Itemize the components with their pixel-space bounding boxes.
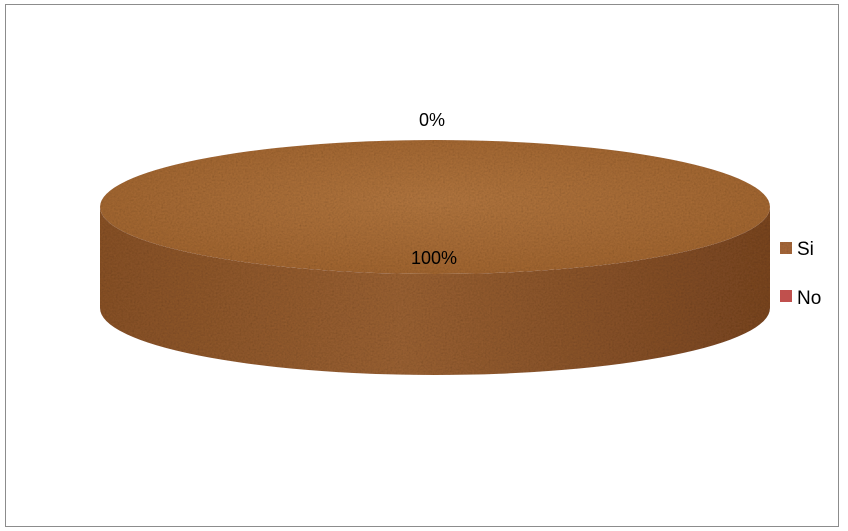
pie-slice-side-si: [100, 207, 770, 375]
legend: Si No: [780, 239, 821, 309]
legend-swatch-si: [780, 242, 792, 254]
legend-item-si: Si: [780, 239, 814, 260]
pie-slices: [100, 140, 770, 375]
legend-label-no: No: [797, 288, 821, 309]
data-label-si: 100%: [411, 248, 457, 268]
legend-label-si: Si: [797, 239, 814, 260]
data-label-no: 0%: [419, 110, 445, 130]
pie-slice-si: [100, 140, 770, 274]
legend-item-no: No: [780, 288, 821, 309]
legend-swatch-no: [780, 290, 792, 302]
